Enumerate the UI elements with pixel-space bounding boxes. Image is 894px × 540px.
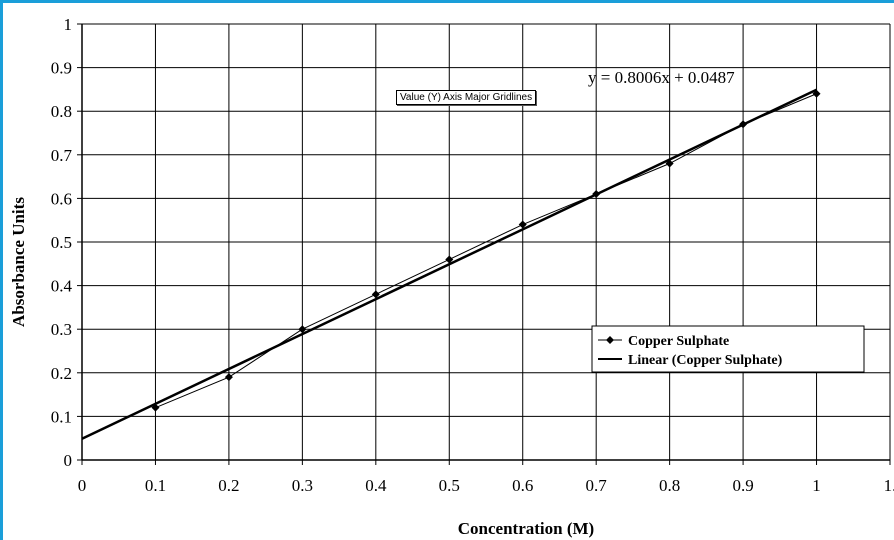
data-point[interactable] bbox=[739, 120, 748, 129]
x-tick-label: 1. bbox=[884, 476, 894, 495]
y-axis-title: Absorbance Units bbox=[9, 197, 28, 327]
data-point[interactable] bbox=[151, 403, 160, 412]
x-tick-label: 0 bbox=[78, 476, 87, 495]
trendline-equation: y = 0.8006x + 0.0487 bbox=[588, 68, 735, 87]
trendline-line[interactable] bbox=[81, 88, 818, 440]
data-point[interactable] bbox=[518, 220, 527, 229]
y-tick-label: 0.4 bbox=[51, 277, 73, 296]
x-axis-title: Concentration (M) bbox=[458, 519, 594, 538]
data-point[interactable] bbox=[224, 373, 233, 382]
y-tick-label: 0.5 bbox=[51, 233, 72, 252]
trendline[interactable] bbox=[81, 88, 818, 440]
legend-box bbox=[591, 325, 865, 373]
y-tick-label: 0.7 bbox=[51, 146, 73, 165]
y-tick-label: 0.8 bbox=[51, 102, 72, 121]
x-tick-label: 0.5 bbox=[439, 476, 460, 495]
x-tick-label: 0.6 bbox=[512, 476, 533, 495]
x-tick-label: 0.7 bbox=[586, 476, 608, 495]
series-line-copper-sulphate[interactable] bbox=[155, 93, 817, 409]
x-tick-label: 0.8 bbox=[659, 476, 680, 495]
x-tick-label: 1 bbox=[812, 476, 821, 495]
legend-item-linear-copper-sulphate: Linear (Copper Sulphate) bbox=[628, 353, 783, 368]
data-point[interactable] bbox=[665, 159, 674, 168]
x-tick-label: 0.9 bbox=[732, 476, 753, 495]
data-point[interactable] bbox=[371, 290, 380, 299]
data-point[interactable] bbox=[445, 255, 454, 264]
data-series[interactable] bbox=[151, 89, 821, 412]
y-tick-label: 0.1 bbox=[51, 407, 72, 426]
tooltip: Value (Y) Axis Major Gridlines bbox=[396, 90, 537, 105]
x-tick-label: 0.1 bbox=[145, 476, 166, 495]
legend-diamond-marker bbox=[606, 336, 614, 344]
y-tick-label: 1 bbox=[64, 15, 73, 34]
y-tick-label: 0.6 bbox=[51, 189, 72, 208]
axes bbox=[77, 23, 891, 465]
x-tick-label: 0.3 bbox=[292, 476, 313, 495]
x-tick-label: 0.2 bbox=[218, 476, 239, 495]
data-point[interactable] bbox=[298, 325, 307, 334]
x-tick-label: 0.4 bbox=[365, 476, 387, 495]
legend-item-copper-sulphate: Copper Sulphate bbox=[628, 334, 729, 349]
data-point[interactable] bbox=[592, 190, 601, 199]
y-tick-label: 0.2 bbox=[51, 364, 72, 383]
y-tick-label: 0.9 bbox=[51, 59, 72, 78]
legend[interactable]: Copper Sulphate Linear (Copper Sulphate) bbox=[591, 325, 865, 373]
tick-labels: 0 0.1 0.2 0.3 0.4 0.5 0.6 0.7 0.8 0.9 1 0 0.1 0.2 0.3 0… bbox=[51, 15, 894, 495]
data-point[interactable] bbox=[812, 89, 821, 98]
y-tick-label: 0 bbox=[64, 451, 73, 470]
y-tick-label: 0.3 bbox=[51, 320, 72, 339]
